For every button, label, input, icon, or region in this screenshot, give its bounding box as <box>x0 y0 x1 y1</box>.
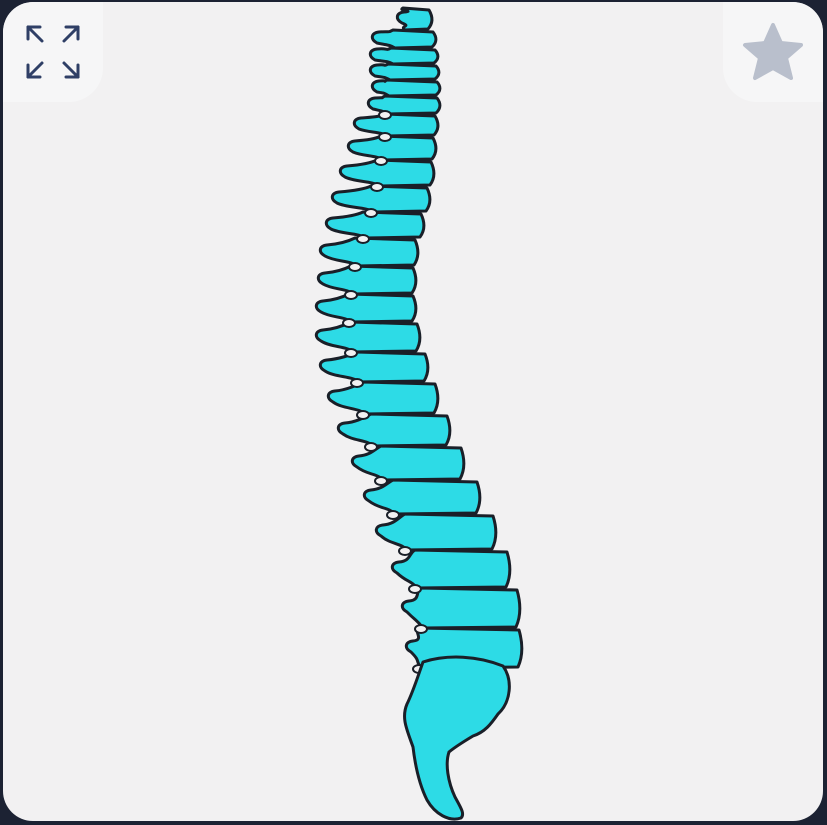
intervertebral-foramen <box>350 378 364 388</box>
intervertebral-foramen <box>348 262 362 272</box>
intervertebral-foramen <box>414 624 428 634</box>
vertebra <box>314 292 418 324</box>
intervertebral-foramen <box>356 234 370 244</box>
image-card <box>3 2 823 821</box>
vertebra <box>318 350 430 384</box>
vertebra <box>350 444 466 482</box>
vertebra <box>326 380 440 416</box>
vertebra <box>374 512 498 552</box>
vertebrae-group <box>314 6 524 670</box>
vertebra <box>370 78 442 98</box>
vertebra <box>316 264 418 296</box>
vertebra <box>318 236 420 268</box>
vertebra <box>400 586 522 630</box>
intervertebral-foramen <box>378 132 392 142</box>
vertebra <box>336 412 452 448</box>
expand-button[interactable] <box>3 2 103 102</box>
intervertebral-foramen <box>374 156 388 166</box>
favorite-button[interactable] <box>723 2 823 102</box>
sacrum-coccyx <box>403 655 511 821</box>
intervertebral-foramen <box>344 290 358 300</box>
vertebra <box>368 46 440 66</box>
intervertebral-foramen <box>378 110 392 120</box>
intervertebral-foramen <box>386 510 400 520</box>
intervertebral-foramen <box>408 584 422 594</box>
vertebra <box>352 112 440 138</box>
intervertebral-foramen <box>364 208 378 218</box>
vertebra <box>314 320 422 354</box>
vertebra <box>362 478 482 516</box>
vertebra <box>366 94 442 116</box>
intervertebral-foramen <box>374 476 388 486</box>
intervertebral-foramen <box>398 546 412 556</box>
vertebra <box>370 28 438 50</box>
spine-illustration <box>3 2 823 821</box>
vertebra <box>346 134 438 162</box>
intervertebral-foramen <box>356 410 370 420</box>
vertebra <box>395 6 434 32</box>
vertebra <box>368 62 441 82</box>
vertebra <box>338 158 436 188</box>
vertebra <box>390 548 512 590</box>
intervertebral-foramen <box>364 442 378 452</box>
vertebra <box>330 184 432 214</box>
vertebra <box>324 210 426 240</box>
intervertebral-foramen <box>344 348 358 358</box>
expand-arrows-icon <box>24 23 82 81</box>
intervertebral-foramen <box>342 318 356 328</box>
intervertebral-foramen <box>370 182 384 192</box>
star-icon <box>742 22 804 82</box>
